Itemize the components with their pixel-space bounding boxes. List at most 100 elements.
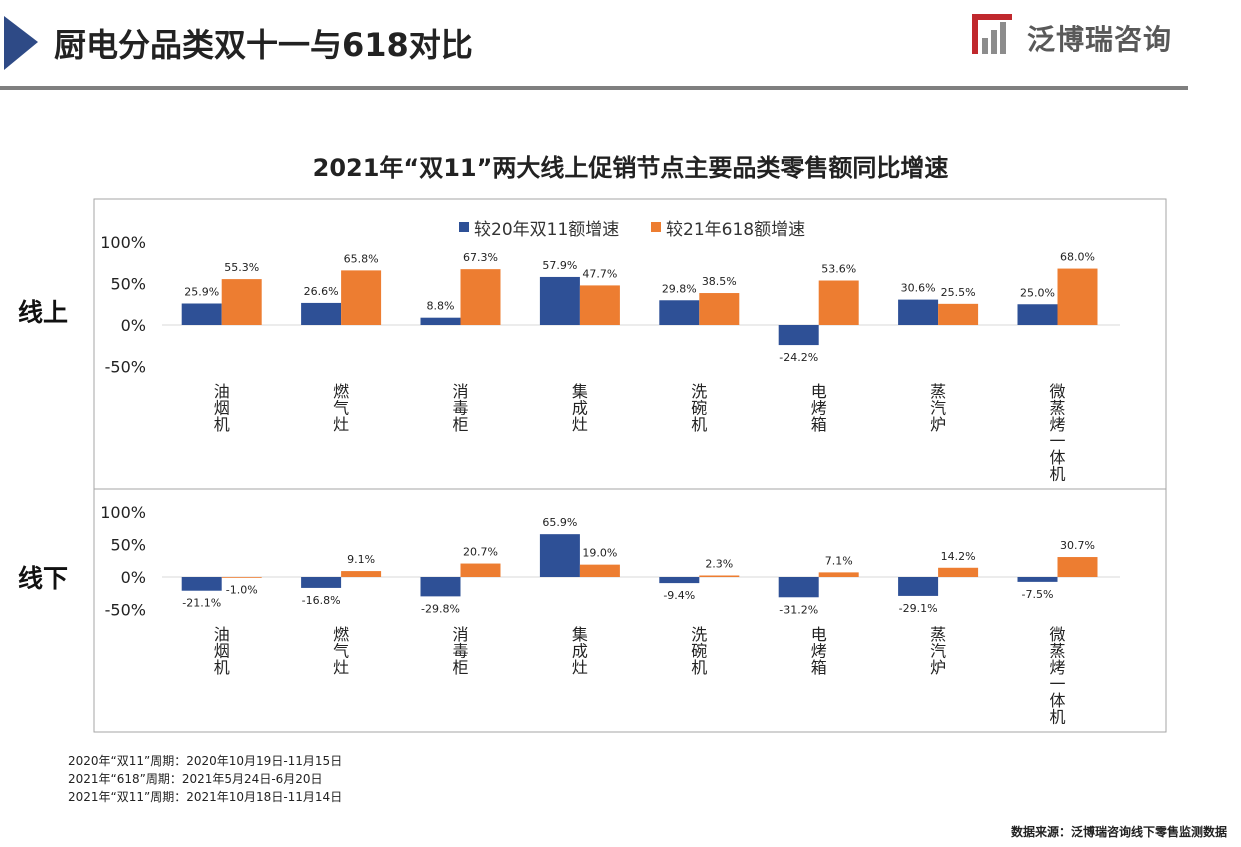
category-label-char: 洗 <box>691 625 707 644</box>
legend-swatch-1 <box>459 222 469 232</box>
category-label-char: 燃 <box>333 625 349 644</box>
bar <box>221 577 262 578</box>
category-label-char: 微 <box>1049 625 1065 644</box>
category-label-char: 毒 <box>452 642 468 661</box>
bar <box>460 563 501 577</box>
category-label-char: 箱 <box>811 415 827 434</box>
category-label-char: 箱 <box>811 658 827 677</box>
category-label-char: 消 <box>452 625 468 644</box>
y-tick-label: 50% <box>110 275 146 294</box>
footnote-2: 2021年“618”周期：2021年5月24日-6月20日 <box>68 772 323 786</box>
data-label: 14.2% <box>941 550 976 563</box>
category-label: 油烟机 <box>214 382 230 434</box>
category-label: 燃气灶 <box>333 625 349 677</box>
category-label-char: 烟 <box>214 642 230 661</box>
category-label: 消毒柜 <box>452 625 468 677</box>
bar <box>699 575 740 577</box>
data-label: 25.9% <box>184 286 219 299</box>
data-label: -29.8% <box>421 602 460 615</box>
footnote-3: 2021年“双11”周期：2021年10月18日-11月14日 <box>68 790 343 804</box>
data-label: 67.3% <box>463 251 498 264</box>
category-label-char: 灶 <box>572 415 588 434</box>
category-label: 蒸汽炉 <box>930 382 946 434</box>
category-label-char: 电 <box>811 625 827 644</box>
category-label-char: 汽 <box>930 642 946 661</box>
category-label-char: 一 <box>1049 432 1065 451</box>
y-tick-label: 0% <box>121 316 146 335</box>
data-label: 30.7% <box>1060 539 1095 552</box>
category-label-char: 油 <box>214 625 230 644</box>
data-label: -24.2% <box>779 351 818 364</box>
category-label: 集成灶 <box>572 382 588 434</box>
bar <box>818 572 859 577</box>
category-label: 微蒸烤一体机 <box>1049 382 1065 484</box>
logo: 泛博瑞咨询 <box>972 14 1187 58</box>
category-label-char: 成 <box>572 399 588 418</box>
category-label: 洗碗机 <box>691 625 707 677</box>
category-label-char: 机 <box>1049 465 1065 484</box>
category-label-char: 炉 <box>930 415 946 434</box>
category-label-char: 蒸 <box>1049 399 1065 418</box>
data-label: 9.1% <box>347 553 375 566</box>
data-label: 7.1% <box>825 554 853 567</box>
data-label: 38.5% <box>702 275 737 288</box>
category-label-char: 燃 <box>333 382 349 401</box>
data-label: 19.0% <box>582 547 617 560</box>
category-label-char: 柜 <box>452 658 468 677</box>
data-label: 25.5% <box>941 286 976 299</box>
category-label-char: 成 <box>572 642 588 661</box>
category-label-char: 灶 <box>333 415 349 434</box>
bar <box>579 285 620 325</box>
category-label-char: 体 <box>1049 448 1065 467</box>
bar <box>460 269 501 325</box>
bar <box>659 577 700 584</box>
data-source: 数据来源：泛博瑞咨询线下零售监测数据 <box>1010 825 1227 839</box>
data-label: -1.0% <box>226 584 258 597</box>
category-label: 电烤箱 <box>811 625 827 677</box>
bar <box>938 567 979 577</box>
data-label: 8.8% <box>427 300 455 313</box>
data-label: 68.0% <box>1060 251 1095 264</box>
bar <box>938 303 979 325</box>
data-label: 47.7% <box>582 267 617 280</box>
title-accent-triangle <box>4 16 38 70</box>
bar <box>539 534 580 577</box>
bar <box>1057 557 1098 577</box>
bar <box>898 299 939 325</box>
category-label-char: 机 <box>1049 708 1065 727</box>
category-label-char: 机 <box>691 658 707 677</box>
logo-text: 泛博瑞咨询 <box>1027 23 1173 56</box>
category-label-char: 洗 <box>691 382 707 401</box>
category-label-char: 油 <box>214 382 230 401</box>
bar <box>181 303 222 325</box>
category-label-char: 蒸 <box>1049 642 1065 661</box>
category-label-char: 机 <box>691 415 707 434</box>
category-label-char: 柜 <box>452 415 468 434</box>
category-label-char: 体 <box>1049 691 1065 710</box>
y-tick-label: -50% <box>105 601 146 620</box>
category-label: 微蒸烤一体机 <box>1049 625 1065 727</box>
category-label-char: 烤 <box>811 642 827 661</box>
data-label: -7.5% <box>1022 588 1054 601</box>
category-label-char: 消 <box>452 382 468 401</box>
data-label: 55.3% <box>224 261 259 274</box>
data-label: -31.2% <box>779 603 818 616</box>
category-label-char: 毒 <box>452 399 468 418</box>
category-label-char: 烤 <box>1049 415 1065 434</box>
bar <box>898 577 939 596</box>
bar <box>579 564 620 577</box>
category-label: 燃气灶 <box>333 382 349 434</box>
legend-label-2: 较21年618额增速 <box>666 220 805 240</box>
data-label: 2.3% <box>705 558 733 571</box>
category-label-char: 烟 <box>214 399 230 418</box>
legend-label-1: 较20年双11额增速 <box>474 220 619 240</box>
category-label-char: 集 <box>572 625 588 644</box>
bar <box>699 293 740 325</box>
data-label: 25.0% <box>1020 286 1055 299</box>
bar <box>1017 577 1058 582</box>
category-label-char: 烤 <box>1049 658 1065 677</box>
chart-frame <box>93 198 1167 733</box>
data-label: 65.8% <box>344 252 379 265</box>
category-label: 洗碗机 <box>691 382 707 434</box>
